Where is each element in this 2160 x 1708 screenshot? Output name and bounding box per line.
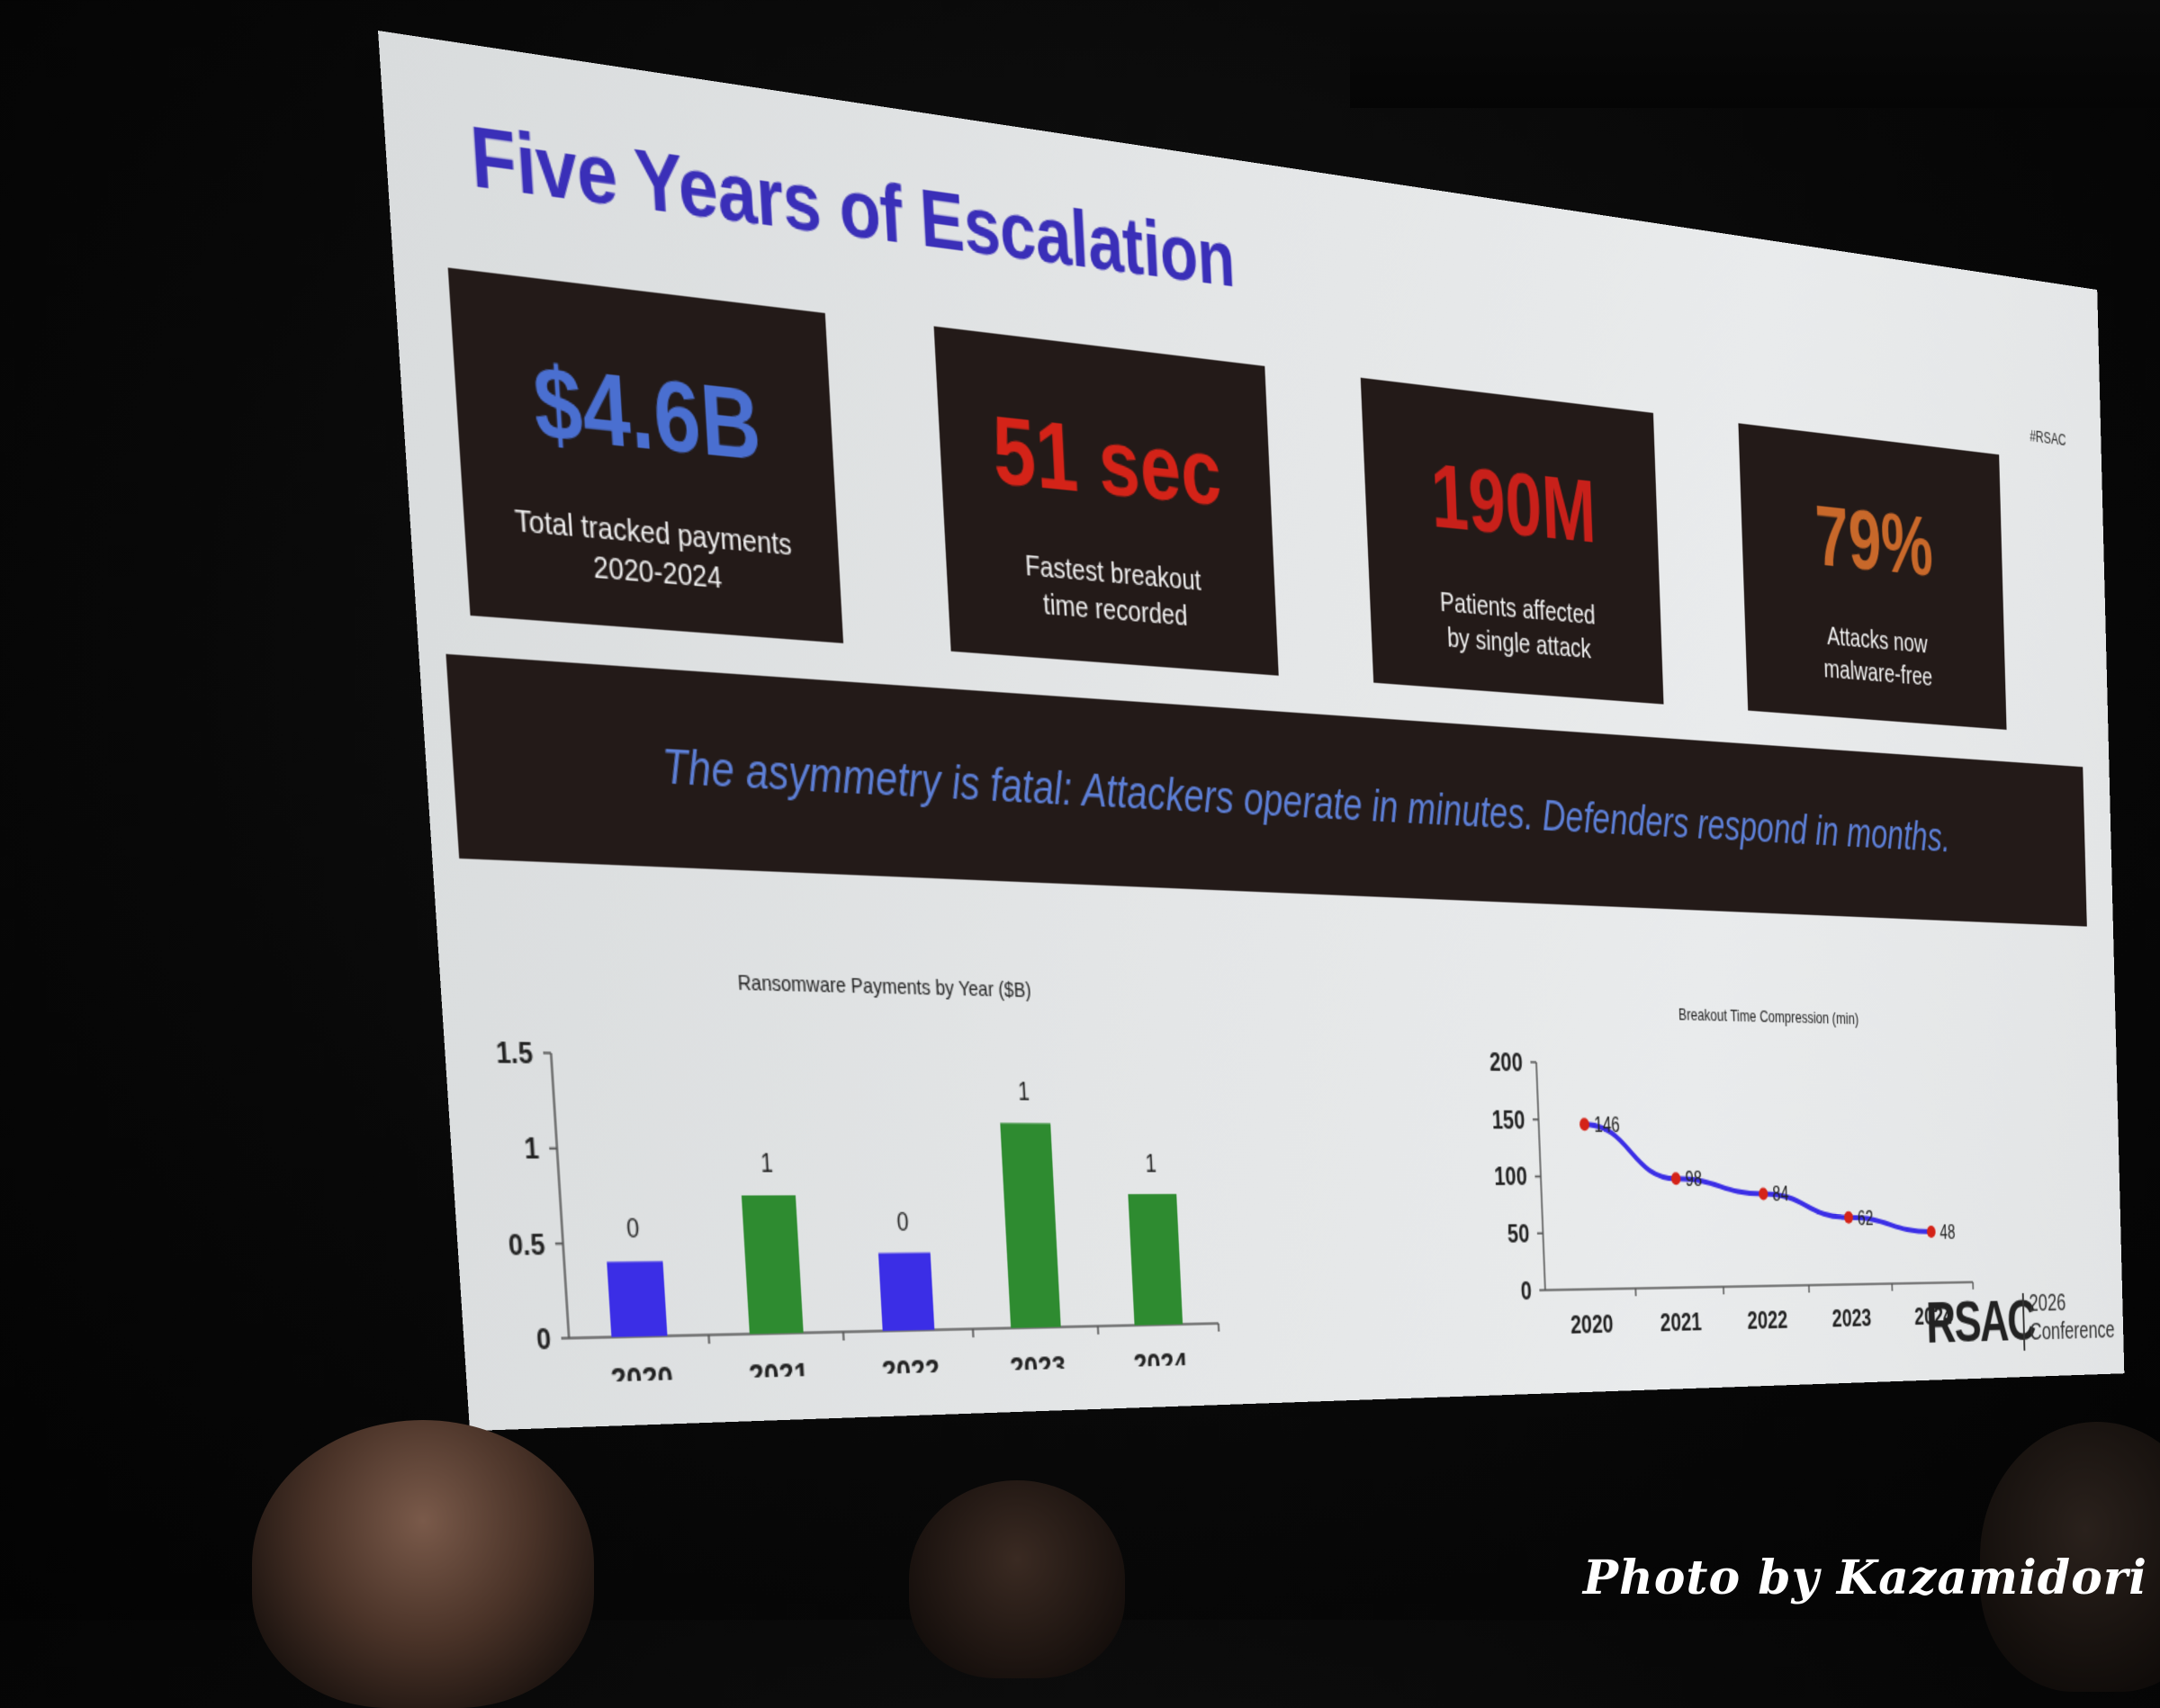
point-data-label: 146	[1594, 1113, 1620, 1137]
slide-title: Five Years of Escalation	[467, 103, 1237, 305]
x-tick	[708, 1335, 709, 1344]
x-axis	[1545, 1282, 1973, 1290]
logo-year: 2026	[2029, 1290, 2066, 1317]
x-tick-label: 2021	[1660, 1308, 1702, 1337]
stat-label: Attacks now malware-free	[1754, 614, 1997, 700]
x-tick-label: 2023	[1009, 1350, 1066, 1385]
rsac-logo-mark: RSAC	[1925, 1289, 2035, 1358]
stat-label: Total tracked payments 2020-2024	[476, 499, 829, 607]
stat-card-breakout: 51 sec Fastest breakout time recorded	[934, 327, 1279, 676]
x-tick-label: 2024	[1133, 1347, 1188, 1382]
bar	[607, 1262, 667, 1337]
y-tick-label: 100	[1493, 1163, 1527, 1191]
projected-slide: Five Years of Escalation #RSAC $4.6B Tot…	[378, 31, 2124, 1431]
screen-shadow	[1350, 0, 2160, 108]
x-tick-label: 2020	[610, 1361, 674, 1386]
data-point	[1927, 1226, 1936, 1238]
photo-credit: Photo by Kazamidori	[1583, 1551, 2147, 1605]
data-point	[1759, 1188, 1768, 1200]
data-point	[1580, 1118, 1589, 1130]
point-data-label: 48	[1940, 1221, 1956, 1244]
bar	[1128, 1194, 1183, 1326]
rsac-hashtag: #RSAC	[2030, 427, 2066, 450]
audience-head	[252, 1420, 594, 1708]
bar-data-label: 0	[626, 1214, 640, 1245]
rsac-logo: RSAC 2026 Conference	[1925, 1282, 2102, 1359]
y-axis	[551, 1053, 569, 1338]
stat-label: Fastest breakout time recorded	[957, 542, 1266, 642]
stat-card-payments: $4.6B Total tracked payments 2020-2024	[448, 267, 843, 643]
data-point	[1844, 1211, 1853, 1224]
data-point	[1671, 1173, 1681, 1185]
stat-label: Patients affected by single attack	[1380, 580, 1653, 672]
series-line	[1585, 1124, 1931, 1235]
x-tick-label: 2022	[1747, 1307, 1788, 1335]
bar-chart: 0 0.5 1 1.5 0 2020 1 2021 0 2022 1 2023 1 2024	[454, 990, 1242, 1385]
y-tick-label: 150	[1491, 1105, 1526, 1135]
stat-card-patients: 190M Patients affected by single attack	[1361, 378, 1664, 705]
x-tick-label: 2021	[748, 1357, 810, 1386]
y-tick-label: 50	[1507, 1220, 1530, 1249]
bar-data-label: 1	[1017, 1077, 1030, 1106]
banner-text: The asymmetry is fatal: Attackers operat…	[451, 725, 2086, 868]
y-tick-label: 0.5	[508, 1228, 546, 1262]
point-data-label: 62	[1857, 1207, 1873, 1229]
bar	[878, 1253, 934, 1331]
y-tick-label: 0	[536, 1323, 552, 1356]
bar	[1000, 1123, 1060, 1328]
line-chart-title: Breakout Time Compression (min)	[1678, 1004, 1859, 1028]
bar-data-label: 0	[896, 1207, 910, 1236]
bar-data-label: 1	[760, 1148, 774, 1178]
point-data-label: 84	[1772, 1183, 1789, 1206]
y-tick-label: 1	[523, 1133, 540, 1166]
bar-data-label: 1	[1145, 1149, 1157, 1177]
x-tick-label: 2020	[1570, 1310, 1615, 1340]
stat-value: $4.6B	[452, 334, 834, 490]
line-chart: 0501001502001462020982021842022622023482…	[1465, 1021, 1992, 1350]
audience-head	[909, 1480, 1125, 1678]
y-tick-label: 1.5	[495, 1037, 534, 1071]
x-tick	[843, 1332, 844, 1341]
x-tick-label: 2023	[1832, 1304, 1872, 1332]
point-data-label: 98	[1685, 1168, 1702, 1191]
photo: Five Years of Escalation #RSAC $4.6B Tot…	[0, 0, 2160, 1620]
stat-value: 190M	[1363, 436, 1659, 568]
stat-card-malware-free: 79% Attacks now malware-free	[1738, 423, 2006, 730]
x-tick-label: 2022	[881, 1353, 940, 1385]
logo-conference: Conference	[2030, 1317, 2115, 1347]
y-tick-label: 0	[1520, 1277, 1532, 1306]
stat-value: 51 sec	[937, 388, 1272, 531]
bar	[742, 1195, 804, 1334]
y-tick-label: 200	[1489, 1047, 1523, 1077]
stat-value: 79%	[1740, 478, 2002, 601]
